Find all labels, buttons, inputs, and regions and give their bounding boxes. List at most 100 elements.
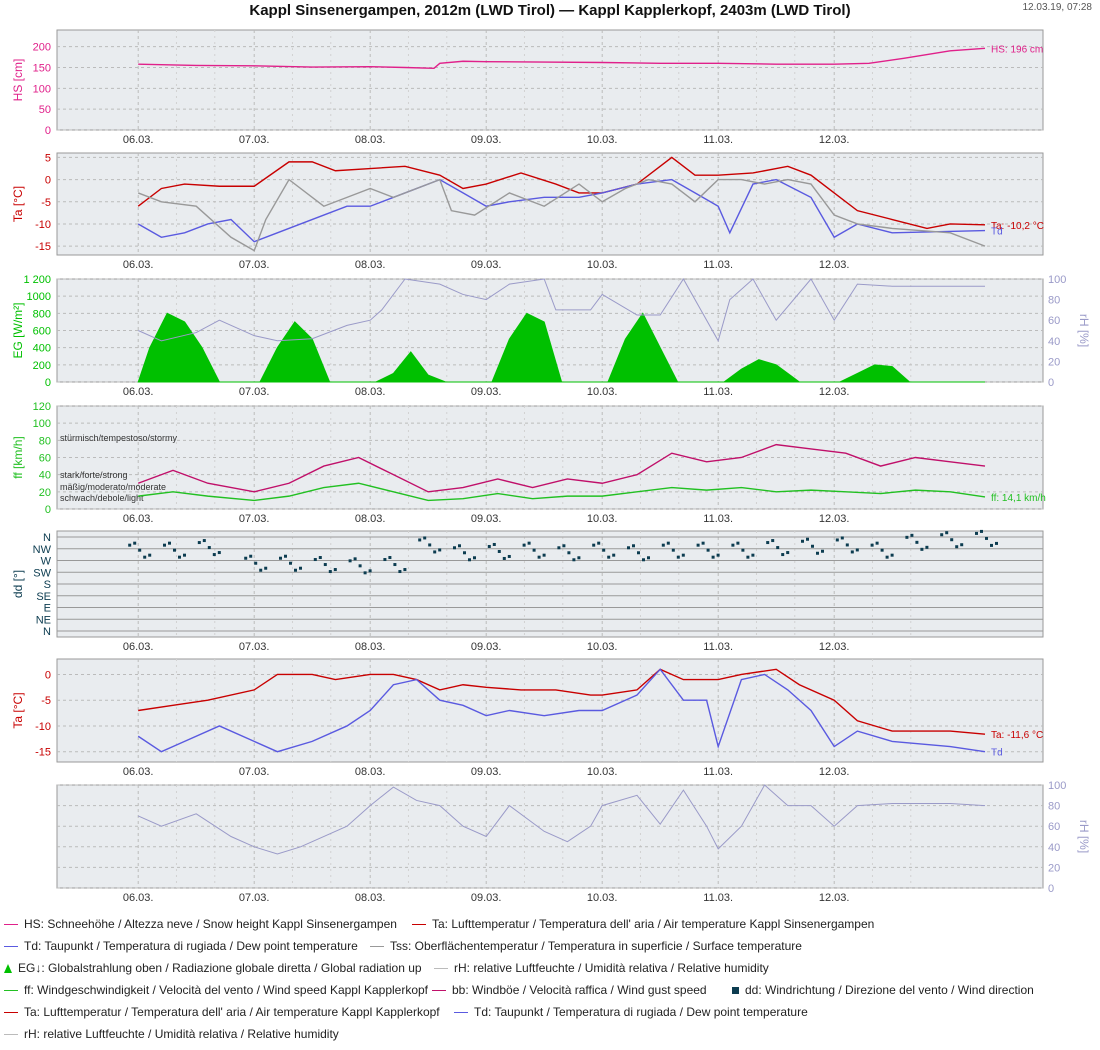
wind-direction-point <box>487 544 491 548</box>
wind-direction-point <box>433 550 437 554</box>
wind-direction-point <box>716 553 720 557</box>
x-tick-label: 07.03. <box>239 892 270 904</box>
x-tick-label: 08.03. <box>355 766 386 778</box>
y-axis-label: dd [°] <box>11 570 25 598</box>
legend-label: rH: relative Luftfeuchte / Umidità relat… <box>454 961 769 975</box>
legend-label: ff: Windgeschwindigkeit / Velocità del v… <box>24 983 429 997</box>
wind-direction-point <box>602 548 606 552</box>
x-tick-label: 12.03. <box>819 766 850 778</box>
charts-canvas: 06.03. 07.03. 08.03. 09.03. 10.03. 11.03. 12.0… <box>11 29 1091 904</box>
wind-direction-point <box>736 541 740 545</box>
wind-direction-point <box>950 538 954 542</box>
wind-direction-point <box>393 563 397 567</box>
wind-direction-point <box>348 559 352 563</box>
plot-area <box>56 784 1044 889</box>
wind-direction-point <box>995 541 998 545</box>
x-tick-label: 11.03. <box>703 386 733 398</box>
wind-direction-point <box>318 556 322 560</box>
wind-direction-point <box>855 548 859 552</box>
legend-label: Ta: Lufttemperatur / Temperatura dell' a… <box>432 917 875 931</box>
x-tick-label: 09.03. <box>471 892 502 904</box>
y-tick-label: 800 <box>33 308 51 320</box>
series-end-label: ff: 14,1 km/h <box>991 493 1046 504</box>
x-tick-label: 11.03. <box>703 259 733 271</box>
wind-direction-point <box>801 539 804 543</box>
y-tick-label: -10 <box>35 721 51 733</box>
plot-area <box>56 29 1044 131</box>
wind-direction-point <box>468 558 471 562</box>
x-tick-label: 10.03. <box>587 892 618 904</box>
legend-symbol <box>4 945 18 947</box>
category-annotation: stürmisch/tempestoso/stormy <box>60 433 178 443</box>
y-tick-label: W <box>41 556 52 568</box>
wind-direction-point <box>840 536 844 540</box>
y2-tick-label: 60 <box>1048 821 1060 833</box>
page-title: Kappl Sinsenergampen, 2012m (LWD Tirol) … <box>249 2 851 19</box>
wind-direction-point <box>453 546 456 550</box>
legend-row: rH: relative Luftfeuchte / Umidità relat… <box>4 1027 1094 1049</box>
series-ff-line <box>138 482 986 502</box>
x-tick-label: 06.03. <box>123 766 154 778</box>
wind-direction-point <box>572 558 576 562</box>
legend-item-rh: rH: relative Luftfeuchte / Umidità relat… <box>434 961 769 975</box>
y-axis-label: EG [W/m²] <box>11 303 25 359</box>
wind-direction-point <box>197 541 201 545</box>
wind-direction-point <box>960 543 964 547</box>
wind-direction-point <box>816 551 819 555</box>
x-tick-label: 07.03. <box>239 134 270 146</box>
y-tick-label: -5 <box>41 695 51 707</box>
wind-direction-point <box>279 556 282 560</box>
wind-direction-point <box>284 554 287 558</box>
y-tick-label: 100 <box>33 83 51 95</box>
series-bb-line <box>137 443 986 493</box>
wind-direction-point <box>806 537 809 541</box>
x-tick-label: 07.03. <box>239 386 270 398</box>
x-tick-label: 10.03. <box>587 766 618 778</box>
y-tick-label: 200 <box>33 360 51 372</box>
legend: HS: Schneehöhe / Altezza neve / Snow hei… <box>4 917 1094 1049</box>
y2-tick-label: 40 <box>1048 842 1060 854</box>
x-tick-label: 12.03. <box>819 892 850 904</box>
wind-direction-point <box>945 531 949 535</box>
wind-direction-point <box>173 548 176 552</box>
y-axis-label: HS [cm] <box>11 59 25 102</box>
wind-direction-point <box>388 556 392 560</box>
series-tss-line <box>137 178 986 252</box>
wind-direction-point <box>821 549 824 553</box>
x-tick-label: 12.03. <box>819 386 850 398</box>
wind-direction-point <box>473 556 476 560</box>
wind-direction-point <box>522 543 526 547</box>
y-tick-label: 0 <box>45 377 51 389</box>
legend-label: EG↓: Globalstrahlung oben / Radiazione g… <box>18 961 422 975</box>
wind-direction-point <box>681 553 685 557</box>
series-end-label: Td <box>991 227 1003 238</box>
x-tick-label: 06.03. <box>123 892 154 904</box>
y-tick-label: 1 200 <box>23 274 51 286</box>
series-td-line <box>137 668 986 753</box>
legend-row: EG↓: Globalstrahlung oben / Radiazione g… <box>4 961 1094 983</box>
wind-direction-point <box>259 568 263 572</box>
wind-direction-point <box>353 557 357 561</box>
wind-direction-point <box>711 555 715 559</box>
x-tick-label: 11.03. <box>703 641 733 653</box>
series-end-label: Td <box>991 748 1003 759</box>
legend-symbol <box>412 923 426 925</box>
y2-tick-label: 0 <box>1048 883 1054 895</box>
plot-area <box>56 658 1044 763</box>
y2-tick-label: 20 <box>1048 356 1060 368</box>
x-tick-label: 12.03. <box>819 134 850 146</box>
wind-direction-point <box>746 555 750 559</box>
y-tick-label: 40 <box>39 470 51 482</box>
legend-symbol <box>434 967 448 969</box>
wind-direction-point <box>696 543 700 547</box>
wind-direction-point <box>920 547 924 551</box>
wind-direction-point <box>502 556 506 560</box>
wind-direction-point <box>133 541 137 545</box>
wind-direction-point <box>368 569 372 573</box>
x-tick-label: 06.03. <box>123 134 154 146</box>
series-ta-line <box>137 156 986 230</box>
wind-direction-point <box>771 539 775 543</box>
y2-axis-label: rH [%] <box>1077 820 1091 853</box>
wind-direction-point <box>835 538 839 542</box>
wind-direction-point <box>940 533 944 537</box>
